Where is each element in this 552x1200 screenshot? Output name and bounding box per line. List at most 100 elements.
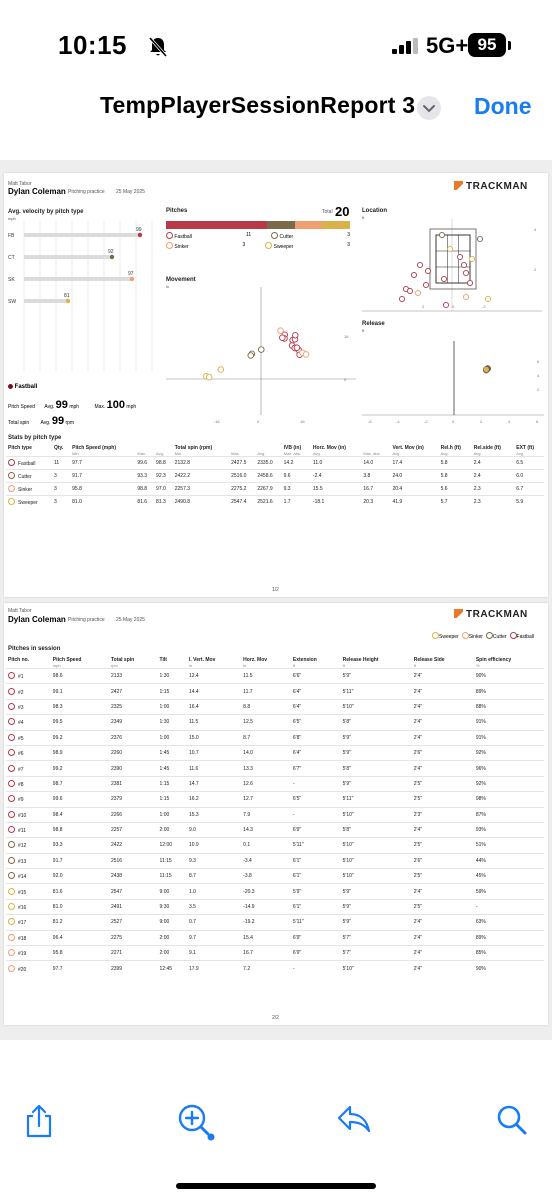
location-point bbox=[462, 293, 470, 301]
pitch-type-marker-icon bbox=[8, 764, 15, 772]
location-point bbox=[456, 253, 464, 261]
session-row: #14 92.0 2438 11:15 8.7 -3.8 6'1" 5'10" 2'5" 45% bbox=[6, 868, 544, 884]
page-number-1: 1/2 bbox=[272, 587, 279, 593]
report-page-2: Matt Tabor Dylan Coleman Pitching practi… bbox=[4, 603, 548, 1025]
session-cell: 2'5" bbox=[413, 780, 422, 787]
session-cell: 2'4" bbox=[413, 719, 422, 726]
session-cell: 11:15 bbox=[159, 857, 172, 864]
location-point bbox=[442, 301, 450, 309]
location-title: Location bbox=[362, 208, 387, 214]
network-type: 5G+ bbox=[426, 33, 469, 58]
session-cell: 1:45 bbox=[159, 750, 170, 757]
location-point bbox=[438, 231, 446, 239]
session-cell: 9.1 bbox=[188, 950, 196, 957]
stats-cell: 2.3 bbox=[473, 486, 481, 492]
stats-header-cell: Rel.side (ft) bbox=[473, 445, 501, 451]
velocity-bar bbox=[24, 299, 68, 303]
session-cell: 0.7 bbox=[188, 919, 196, 926]
search-icon[interactable] bbox=[496, 1104, 528, 1136]
stats-cell: 2267.9 bbox=[257, 486, 273, 492]
stats-cell: 6.5 bbox=[516, 460, 524, 466]
pitch-type-marker-icon bbox=[8, 841, 15, 849]
reply-icon[interactable] bbox=[336, 1104, 372, 1134]
location-x-tick: -2 bbox=[482, 304, 486, 309]
share-icon[interactable] bbox=[24, 1104, 54, 1138]
stats-cell: 2521.6 bbox=[257, 499, 273, 506]
session-cell: 1:30 bbox=[159, 673, 170, 680]
session-cell: 90% bbox=[475, 965, 486, 972]
pitch-type-marker-icon bbox=[8, 795, 15, 803]
stats-subheader-cell: Max. bbox=[231, 451, 240, 456]
session-header-row: Pitch no. Pitch Speed Total spin Tilt I. Ver… bbox=[6, 657, 544, 663]
session-cell: 5'9" bbox=[342, 919, 351, 926]
session-cell: 90% bbox=[475, 673, 486, 680]
session-header-cell: I. Vert. Mov bbox=[188, 657, 216, 663]
session-cell: 63% bbox=[475, 919, 486, 926]
report-author: Matt Tabor bbox=[8, 181, 32, 187]
session-table: Pitch no. Pitch Speed Total spin Tilt I. Ver… bbox=[6, 657, 544, 976]
pitch-type-marker-icon bbox=[8, 718, 15, 726]
pitch-mix-segment-fastball bbox=[166, 221, 268, 229]
session-row: #13 91.7 2516 11:15 9.3 -3.4 6'1" 5'10" 2'6" 44% bbox=[6, 853, 544, 868]
session-cell: 99.2 bbox=[52, 765, 63, 772]
sinker-count: 3 bbox=[242, 242, 246, 248]
session-cell: #3 bbox=[6, 699, 51, 714]
session-cell: 5'10" bbox=[342, 873, 354, 880]
session-row: #17 81.2 2527 9:00 0.7 -19.2 5'11" 5'9" 2'4" 63% bbox=[6, 914, 544, 930]
session-cell: - bbox=[292, 780, 295, 787]
stats-header-cell: Rel.h (ft) bbox=[440, 445, 461, 451]
fastball-count: 11 bbox=[245, 232, 252, 238]
stats-header-cell: Total spin (rpm) bbox=[174, 445, 213, 451]
session-unit-cell: in bbox=[188, 663, 193, 668]
session-cell: 5'11" bbox=[292, 919, 304, 926]
session-cell: 13.3 bbox=[243, 765, 253, 772]
markup-zoom-icon[interactable] bbox=[176, 1104, 220, 1142]
stats-cell: 2335.0 bbox=[257, 460, 273, 466]
velocity-marker bbox=[65, 298, 71, 304]
session-cell: 9:00 bbox=[159, 888, 170, 895]
session-row: #1 98.6 2133 1:30 12.4 11.5 6'6" 5'9" 2'4" 90% bbox=[6, 668, 544, 684]
session-unit-cell: mph bbox=[52, 663, 61, 668]
pitch-type-marker-icon bbox=[8, 498, 15, 506]
report-page-1: Matt Tabor Dylan Coleman Pitching practi… bbox=[4, 173, 548, 597]
done-button[interactable]: Done bbox=[474, 93, 532, 119]
session-cell: 14.3 bbox=[243, 827, 253, 834]
session-cell: 14.0 bbox=[243, 750, 253, 757]
session-cell: 1:15 bbox=[159, 780, 170, 787]
pitch-type-marker-icon bbox=[8, 459, 15, 466]
stats-cell: 11.0 bbox=[312, 460, 323, 466]
location-point bbox=[466, 279, 474, 287]
session-title: Pitches in session bbox=[8, 646, 61, 652]
velocity-bar bbox=[24, 255, 112, 259]
session-cell: 91% bbox=[475, 719, 486, 726]
release-x-tick: 0 bbox=[452, 419, 455, 424]
session-cell: 81.2 bbox=[52, 919, 63, 926]
session-row: #20 97.7 2399 12:45 17.9 7.2 - 5'10" 2'4" 90% bbox=[6, 960, 544, 976]
pitch-type-marker-icon bbox=[8, 872, 15, 880]
session-cell: 1.0 bbox=[188, 888, 196, 895]
velocity-marker bbox=[129, 276, 135, 282]
stats-header-row: Pitch type Qty. Pitch Speed (mph) Total spi… bbox=[6, 445, 544, 451]
session-cell: 2'5" bbox=[413, 904, 422, 911]
session-cell: 6'1" bbox=[292, 873, 302, 880]
legend-sinker: Sinker bbox=[166, 242, 189, 250]
session-row: #8 98.7 2381 1:15 14.7 12.6 - 5'9" 2'5" 92% bbox=[6, 776, 544, 791]
session-cell: 97.7 bbox=[52, 965, 63, 972]
location-x-tick: 2 bbox=[422, 304, 425, 309]
session-cell: 98% bbox=[475, 796, 486, 803]
document-title[interactable]: TempPlayerSessionReport 3 bbox=[100, 92, 416, 118]
session-cell: 45% bbox=[475, 873, 486, 880]
title-menu-button[interactable] bbox=[417, 96, 441, 120]
release-y-tick: 6 bbox=[537, 359, 540, 364]
release-y-tick: 2 bbox=[537, 387, 540, 392]
stats-cell: 97.7 bbox=[72, 460, 82, 466]
session-cell: 6'7" bbox=[292, 765, 302, 772]
session-header-cell: Release Height bbox=[342, 657, 379, 663]
release-x-tick: -6 bbox=[368, 419, 372, 424]
session-cell: 5'8" bbox=[342, 719, 351, 726]
stats-cell: 6.0 bbox=[516, 473, 524, 479]
session-cell: 1:15 bbox=[159, 796, 170, 803]
session-cell: 6'9" bbox=[292, 950, 302, 957]
session-cell: 2'4" bbox=[413, 965, 422, 972]
spin-summary: Total spin Avg. 99 rpm bbox=[8, 415, 75, 427]
